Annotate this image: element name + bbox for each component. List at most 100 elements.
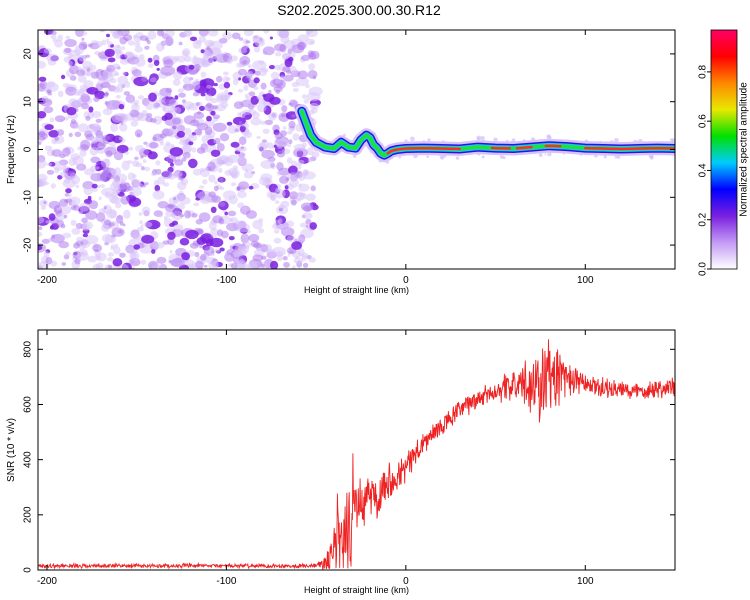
noise-point: [159, 141, 164, 146]
noise-point: [243, 206, 247, 211]
noise-point: [143, 221, 153, 228]
noise-point: [273, 144, 277, 148]
noise-point: [292, 133, 300, 141]
noise-point: [305, 84, 310, 89]
noise-point: [227, 210, 237, 217]
noise-point: [110, 246, 115, 250]
noise-point: [173, 71, 183, 80]
noise-point: [283, 74, 294, 82]
noise-point: [165, 204, 178, 213]
noise-point: [40, 206, 46, 211]
noise-point: [117, 229, 123, 234]
noise-point: [178, 41, 183, 46]
noise-point: [502, 156, 506, 160]
noise-point: [90, 71, 99, 79]
noise-point: [81, 217, 88, 224]
noise-point: [281, 105, 288, 113]
noise-point: [96, 145, 107, 154]
noise-point: [273, 228, 280, 234]
noise-point: [194, 251, 200, 258]
noise-point: [291, 44, 305, 54]
noise-point: [139, 35, 149, 41]
noise-point: [147, 57, 153, 63]
bottom-y-axis-label: SNR (10 * v/v): [6, 418, 17, 482]
noise-point: [212, 122, 227, 132]
noise-point: [183, 30, 193, 38]
noise-point: [243, 84, 249, 91]
noise-point: [196, 147, 205, 154]
noise-point: [258, 228, 265, 234]
noise-point: [127, 40, 135, 46]
page-title: S202.2025.300.00.30.R12: [277, 2, 441, 18]
noise-point: [113, 246, 121, 255]
noise-point: [234, 128, 240, 133]
noise-point: [278, 204, 285, 211]
noise-point: [170, 258, 185, 268]
noise-point: [112, 30, 122, 40]
noise-point: [282, 256, 288, 261]
trace-core: [544, 144, 562, 148]
noise-point: [200, 71, 207, 78]
noise-point: [60, 74, 66, 80]
noise-point: [271, 112, 278, 118]
noise-point: [106, 257, 114, 262]
noise-point: [210, 206, 217, 213]
noise-point: [297, 34, 309, 43]
noise-point: [113, 150, 124, 161]
noise-point: [132, 173, 137, 179]
bottom-x-tick-label: 100: [577, 576, 594, 587]
noise-point: [303, 98, 310, 104]
noise-point: [199, 196, 211, 205]
noise-point: [287, 253, 291, 257]
trace-core: [490, 146, 512, 150]
noise-point: [242, 234, 248, 239]
noise-point: [78, 165, 83, 170]
noise-point: [207, 30, 219, 37]
noise-point: [178, 176, 184, 181]
noise-point: [60, 205, 72, 215]
noise-point: [92, 244, 103, 253]
noise-point: [250, 117, 262, 126]
noise-point: [279, 44, 287, 53]
noise-point: [210, 228, 219, 238]
noise-point: [210, 97, 218, 104]
noise-point: [64, 39, 77, 47]
bottom-y-tick-label: 400: [23, 451, 34, 468]
noise-point: [274, 132, 283, 140]
noise-point: [62, 232, 72, 239]
noise-point: [106, 33, 110, 38]
noise-point: [603, 155, 607, 159]
noise-point: [538, 153, 543, 158]
noise-point: [165, 99, 172, 105]
noise-point: [213, 83, 218, 87]
noise-point: [140, 259, 147, 265]
noise-point: [284, 58, 293, 68]
noise-point: [66, 107, 77, 116]
noise-point: [133, 244, 140, 250]
noise-point: [183, 127, 192, 136]
noise-point: [38, 158, 47, 169]
noise-point: [288, 120, 296, 129]
noise-point: [165, 141, 171, 146]
noise-point: [49, 117, 55, 123]
noise-point: [104, 48, 115, 58]
noise-point: [161, 170, 173, 179]
noise-point: [191, 212, 198, 218]
noise-point: [48, 213, 56, 221]
noise-point: [38, 264, 43, 269]
noise-point: [88, 106, 94, 113]
noise-point: [217, 229, 224, 237]
noise-point: [228, 236, 235, 241]
noise-point: [45, 256, 53, 265]
noise-point: [231, 174, 238, 179]
noise-point: [263, 30, 270, 34]
noise-point: [80, 251, 84, 255]
noise-point: [43, 82, 59, 93]
noise-point: [48, 130, 59, 138]
noise-point: [77, 74, 87, 83]
noise-point: [237, 88, 244, 93]
noise-point: [102, 204, 113, 215]
noise-point: [248, 233, 260, 243]
noise-point: [79, 144, 89, 152]
noise-point: [104, 191, 112, 199]
